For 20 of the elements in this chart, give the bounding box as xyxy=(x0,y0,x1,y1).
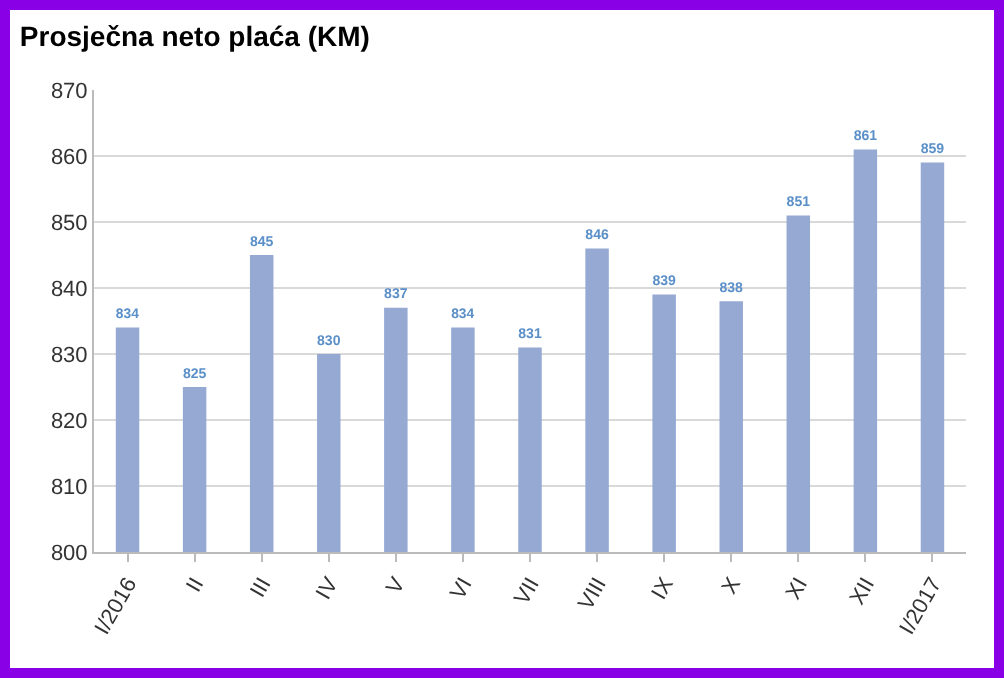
y-tick-label: 820 xyxy=(50,409,88,434)
x-tick-label: II xyxy=(182,573,210,597)
y-tick-label: 840 xyxy=(50,277,88,302)
y-tick-label: 800 xyxy=(50,541,88,566)
x-tick-label: IX xyxy=(647,572,680,604)
x-tick-label: VII xyxy=(510,573,545,610)
x-tick-label: VI xyxy=(446,573,478,604)
x-tick-label: III xyxy=(246,573,277,602)
y-tick-label: 850 xyxy=(50,211,88,236)
y-tick-label: 810 xyxy=(50,475,88,500)
chart-title: Prosječna neto plaća (KM) xyxy=(19,20,370,53)
x-tick-label: XII xyxy=(845,573,881,610)
y-tick-label: 830 xyxy=(50,343,88,368)
y-tick-label: 870 xyxy=(50,79,88,104)
y-tick-label: 860 xyxy=(50,145,88,170)
x-tick-label: VIII xyxy=(574,573,612,615)
x-tick-label: IV xyxy=(312,572,345,604)
x-tick-label: X xyxy=(717,572,747,599)
x-tick-label: V xyxy=(382,572,412,599)
x-tick-label: XI xyxy=(781,573,814,604)
